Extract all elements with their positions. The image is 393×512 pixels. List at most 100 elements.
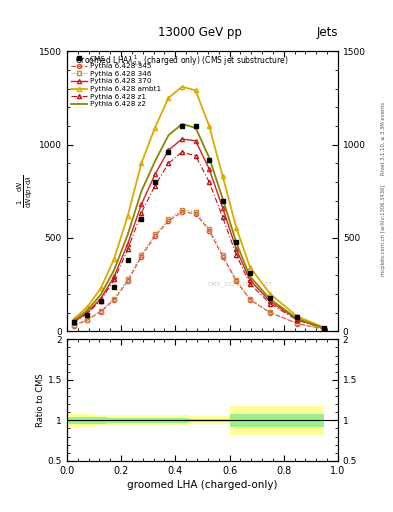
Pythia 6.428 ambt1 xyxy=(71,316,76,322)
Pythia 6.428 370 xyxy=(180,136,184,142)
Pythia 6.428 z2 xyxy=(85,307,90,313)
Pythia 6.428 ambt1 xyxy=(248,264,252,270)
Pythia 6.428 346 xyxy=(85,317,90,323)
Pythia 6.428 z1 xyxy=(180,149,184,155)
Pythia 6.428 370 xyxy=(98,295,103,302)
Pythia 6.428 345 xyxy=(193,210,198,217)
Pythia 6.428 345 xyxy=(152,233,157,239)
Pythia 6.428 z1 xyxy=(295,317,300,323)
Pythia 6.428 345 xyxy=(248,296,252,303)
Pythia 6.428 345 xyxy=(234,278,239,284)
Line: Pythia 6.428 z2: Pythia 6.428 z2 xyxy=(73,124,325,328)
Pythia 6.428 370 xyxy=(295,316,300,323)
Text: Rivet 3.1.10, ≥ 3.3M events: Rivet 3.1.10, ≥ 3.3M events xyxy=(381,101,386,175)
Pythia 6.428 370 xyxy=(248,277,252,283)
Pythia 6.428 346 xyxy=(207,226,211,232)
Pythia 6.428 345 xyxy=(125,278,130,284)
Pythia 6.428 345 xyxy=(139,253,144,260)
Line: Pythia 6.428 370: Pythia 6.428 370 xyxy=(72,137,327,330)
Line: Pythia 6.428 ambt1: Pythia 6.428 ambt1 xyxy=(72,84,327,330)
Pythia 6.428 370 xyxy=(71,319,76,325)
Line: Pythia 6.428 346: Pythia 6.428 346 xyxy=(72,208,327,331)
Text: mcplots.cern.ch [arXiv:1306.3436]: mcplots.cern.ch [arXiv:1306.3436] xyxy=(381,185,386,276)
Text: CMS_2021_I1920187: CMS_2021_I1920187 xyxy=(208,281,273,287)
Pythia 6.428 346 xyxy=(248,296,252,302)
Pythia 6.428 345 xyxy=(85,317,90,323)
Line: Pythia 6.428 z1: Pythia 6.428 z1 xyxy=(72,150,327,331)
CMS xyxy=(71,319,76,325)
Text: Jets: Jets xyxy=(316,27,338,39)
X-axis label: groomed LHA (charged-only): groomed LHA (charged-only) xyxy=(127,480,277,490)
Pythia 6.428 z2 xyxy=(152,158,157,164)
Pythia 6.428 z1 xyxy=(207,179,211,185)
CMS xyxy=(152,179,157,185)
Pythia 6.428 z1 xyxy=(234,252,239,258)
Pythia 6.428 ambt1 xyxy=(98,285,103,291)
Pythia 6.428 346 xyxy=(139,252,144,258)
Pythia 6.428 346 xyxy=(220,252,225,258)
Pythia 6.428 z1 xyxy=(268,301,273,307)
Pythia 6.428 z1 xyxy=(139,210,144,216)
Pythia 6.428 z2 xyxy=(248,273,252,280)
Pythia 6.428 370 xyxy=(125,241,130,247)
Pythia 6.428 370 xyxy=(207,166,211,172)
Pythia 6.428 ambt1 xyxy=(125,212,130,219)
Pythia 6.428 346 xyxy=(152,231,157,238)
CMS xyxy=(207,157,211,163)
Pythia 6.428 ambt1 xyxy=(152,125,157,131)
Pythia 6.428 346 xyxy=(166,216,171,222)
Pythia 6.428 346 xyxy=(71,323,76,329)
Pythia 6.428 370 xyxy=(166,147,171,153)
CMS xyxy=(268,295,273,301)
Pythia 6.428 346 xyxy=(322,326,327,332)
Pythia 6.428 ambt1 xyxy=(166,95,171,101)
Pythia 6.428 370 xyxy=(234,246,239,252)
Pythia 6.428 z2 xyxy=(166,132,171,138)
Line: CMS: CMS xyxy=(71,123,327,330)
CMS xyxy=(180,123,184,129)
Pythia 6.428 370 xyxy=(268,298,273,305)
Pythia 6.428 z1 xyxy=(125,246,130,252)
Pythia 6.428 z2 xyxy=(268,296,273,302)
Pythia 6.428 z1 xyxy=(112,276,117,283)
Pythia 6.428 ambt1 xyxy=(139,160,144,166)
Pythia 6.428 346 xyxy=(295,321,300,327)
Pythia 6.428 346 xyxy=(112,295,117,302)
Pythia 6.428 z2 xyxy=(139,188,144,195)
Pythia 6.428 345 xyxy=(268,310,273,316)
Pythia 6.428 ambt1 xyxy=(220,173,225,179)
Pythia 6.428 345 xyxy=(71,323,76,329)
Pythia 6.428 ambt1 xyxy=(322,325,327,331)
Pythia 6.428 370 xyxy=(193,138,198,144)
CMS xyxy=(295,314,300,321)
Y-axis label: Ratio to CMS: Ratio to CMS xyxy=(36,373,45,427)
Pythia 6.428 z2 xyxy=(193,125,198,131)
Pythia 6.428 370 xyxy=(322,325,327,331)
CMS xyxy=(220,198,225,204)
Pythia 6.428 z2 xyxy=(220,196,225,202)
Pythia 6.428 z2 xyxy=(125,231,130,238)
Pythia 6.428 345 xyxy=(322,327,327,333)
Pythia 6.428 370 xyxy=(152,172,157,178)
CMS xyxy=(166,149,171,155)
CMS xyxy=(322,325,327,331)
Pythia 6.428 z2 xyxy=(180,121,184,127)
Pythia 6.428 346 xyxy=(268,309,273,315)
Pythia 6.428 370 xyxy=(220,205,225,211)
Pythia 6.428 ambt1 xyxy=(268,291,273,297)
Pythia 6.428 345 xyxy=(112,296,117,303)
Pythia 6.428 z2 xyxy=(98,292,103,298)
Pythia 6.428 346 xyxy=(98,308,103,314)
Pythia 6.428 370 xyxy=(112,273,117,280)
CMS xyxy=(139,216,144,222)
Pythia 6.428 z1 xyxy=(220,215,225,221)
Pythia 6.428 z2 xyxy=(207,155,211,161)
Text: 13000 GeV pp: 13000 GeV pp xyxy=(158,27,242,39)
Pythia 6.428 z1 xyxy=(71,319,76,326)
Pythia 6.428 346 xyxy=(234,277,239,283)
Pythia 6.428 346 xyxy=(125,276,130,283)
CMS xyxy=(112,284,117,290)
Pythia 6.428 z1 xyxy=(85,311,90,317)
Pythia 6.428 z1 xyxy=(98,297,103,304)
Pythia 6.428 z2 xyxy=(322,325,327,331)
